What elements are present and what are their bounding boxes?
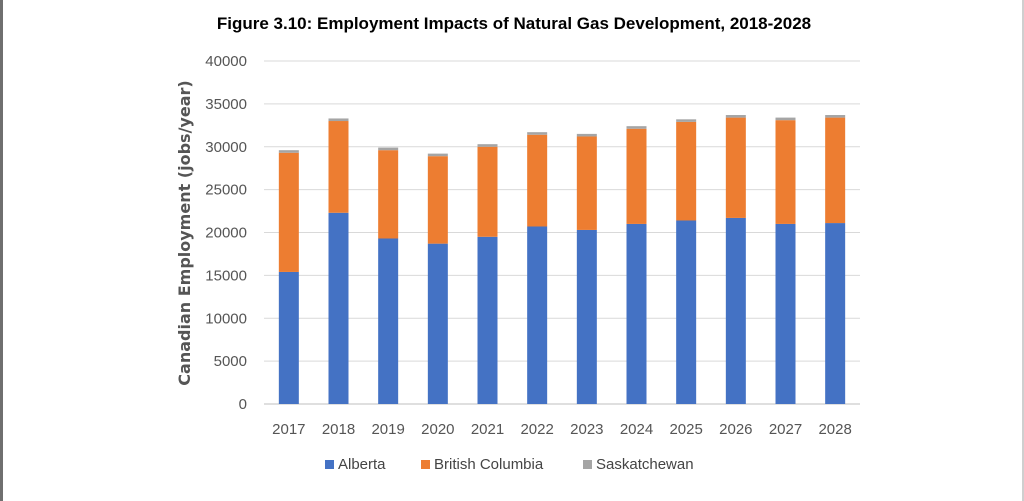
bar-saskatchewan-2026 <box>725 115 746 118</box>
x-tick-label: 2028 <box>818 421 851 438</box>
x-tick-label: 2018 <box>322 421 355 438</box>
bar-alberta-2019 <box>378 238 399 404</box>
bar-alberta-2026 <box>725 217 746 404</box>
bar-alberta-2027 <box>775 223 796 404</box>
bar-alberta-2025 <box>676 220 697 404</box>
bar-british-columbia-2019 <box>378 150 399 239</box>
y-tick-label: 5000 <box>214 353 247 370</box>
legend-swatch-saskatchewan <box>583 460 592 469</box>
x-tick-label: 2022 <box>520 421 553 438</box>
bar-saskatchewan-2017 <box>278 150 299 153</box>
bar-saskatchewan-2022 <box>527 132 548 135</box>
x-tick-label: 2023 <box>570 421 603 438</box>
y-tick-label: 25000 <box>205 182 247 199</box>
right-border <box>1022 0 1024 501</box>
bar-saskatchewan-2025 <box>676 119 697 122</box>
y-tick-label: 10000 <box>205 310 247 327</box>
bar-saskatchewan-2023 <box>576 133 597 137</box>
bar-alberta-2017 <box>278 271 299 404</box>
x-tick-label: 2021 <box>471 421 504 438</box>
y-tick-label: 35000 <box>205 96 247 113</box>
bar-british-columbia-2017 <box>278 152 299 272</box>
bar-saskatchewan-2019 <box>378 147 399 151</box>
legend: Alberta British Columbia Saskatchewan <box>325 456 694 473</box>
bar-british-columbia-2027 <box>775 120 796 224</box>
x-tick-label: 2019 <box>371 421 404 438</box>
bar-alberta-2018 <box>328 212 349 404</box>
bar-british-columbia-2020 <box>427 156 448 244</box>
bar-british-columbia-2026 <box>725 117 746 218</box>
bar-alberta-2024 <box>626 223 647 404</box>
x-tick-label: 2026 <box>719 421 752 438</box>
x-tick-label: 2025 <box>669 421 702 438</box>
bar-saskatchewan-2021 <box>477 144 498 147</box>
gridlines <box>264 60 860 405</box>
bar-alberta-2028 <box>825 223 846 404</box>
y-tick-label: 40000 <box>205 53 247 70</box>
y-tick-label: 20000 <box>205 225 247 242</box>
bar-british-columbia-2023 <box>576 136 597 230</box>
bar-alberta-2022 <box>527 226 548 404</box>
bar-british-columbia-2021 <box>477 146 498 237</box>
y-tick-label: 0 <box>239 396 247 413</box>
y-axis-label: Canadian Employment (jobs/year) <box>175 80 194 385</box>
legend-label: Alberta <box>338 456 386 473</box>
legend-label: Saskatchewan <box>596 456 694 473</box>
x-tick-label: 2020 <box>421 421 454 438</box>
legend-swatch-british-columbia <box>421 460 430 469</box>
chart-title: Figure 3.10: Employment Impacts of Natur… <box>217 14 811 33</box>
left-border <box>0 0 3 501</box>
bar-saskatchewan-2028 <box>825 115 846 118</box>
x-tick-label: 2027 <box>769 421 802 438</box>
y-tick-label: 15000 <box>205 267 247 284</box>
bar-british-columbia-2018 <box>328 121 349 213</box>
bar-british-columbia-2025 <box>676 121 697 221</box>
bar-british-columbia-2024 <box>626 128 647 224</box>
x-tick-label: 2017 <box>272 421 305 438</box>
bar-alberta-2020 <box>427 243 448 404</box>
bar-saskatchewan-2024 <box>626 126 647 129</box>
bar-saskatchewan-2027 <box>775 117 796 121</box>
legend-label: British Columbia <box>434 456 544 473</box>
x-tick-label: 2024 <box>620 421 653 438</box>
y-tick-labels: 0 5000 10000 15000 20000 25000 30000 35000 40000 <box>205 53 247 413</box>
y-tick-label: 30000 <box>205 139 247 156</box>
bars <box>278 115 846 404</box>
bar-saskatchewan-2018 <box>328 118 349 122</box>
x-tick-labels: 2017 2018 2019 2020 2021 2022 2023 2024 2025 2026… <box>272 421 852 438</box>
bar-alberta-2023 <box>576 229 597 404</box>
bar-saskatchewan-2020 <box>427 153 448 157</box>
bar-british-columbia-2028 <box>825 117 846 224</box>
bar-alberta-2021 <box>477 236 498 404</box>
bar-british-columbia-2022 <box>527 134 548 227</box>
legend-swatch-alberta <box>325 460 334 469</box>
